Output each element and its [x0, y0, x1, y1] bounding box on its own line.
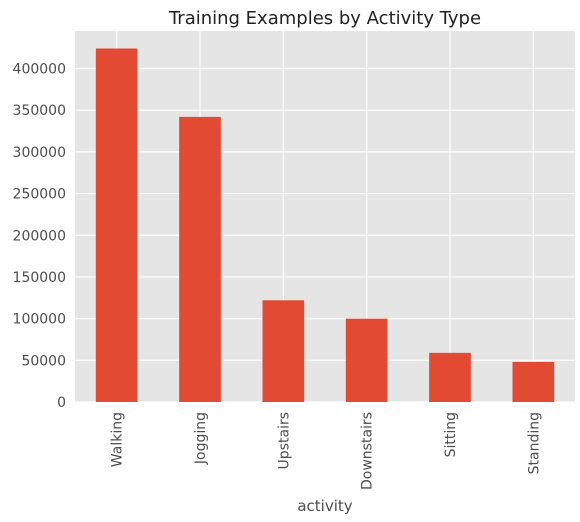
y-tick-label: 350000	[13, 103, 66, 119]
y-tick-label: 300000	[13, 145, 66, 161]
bar-upstairs	[262, 300, 305, 402]
bar-downstairs	[345, 318, 388, 402]
x-tick-label: Sitting	[443, 412, 459, 457]
x-tick-label: Downstairs	[360, 412, 376, 490]
y-tick-label: 100000	[13, 312, 66, 328]
bar-sitting	[429, 352, 471, 402]
y-tick-label: 400000	[13, 62, 66, 78]
bar-standing	[512, 361, 555, 402]
x-tick-labels: Walking Jogging Upstairs Downstairs Sitting S…	[110, 412, 543, 490]
x-tick-label: Jogging	[193, 412, 209, 465]
y-tick-label: 0	[57, 395, 66, 411]
x-tick-label: Walking	[110, 412, 126, 467]
y-tick-label: 150000	[13, 270, 66, 286]
y-tick-label: 200000	[13, 228, 66, 244]
y-tick-labels: 0 50000 100000 150000 200000 250000 300000 3500…	[13, 62, 66, 411]
x-tick-label: Upstairs	[276, 412, 292, 469]
bar-walking	[95, 48, 138, 402]
x-tick-label: Standing	[526, 412, 542, 474]
bars	[95, 48, 555, 402]
y-tick-label: 50000	[21, 353, 66, 369]
plot-background	[75, 31, 575, 402]
chart-title: Training Examples by Activity Type	[168, 8, 481, 29]
bar-jogging	[179, 116, 221, 402]
y-tick-label: 250000	[13, 187, 66, 203]
x-axis-label: activity	[297, 497, 352, 515]
